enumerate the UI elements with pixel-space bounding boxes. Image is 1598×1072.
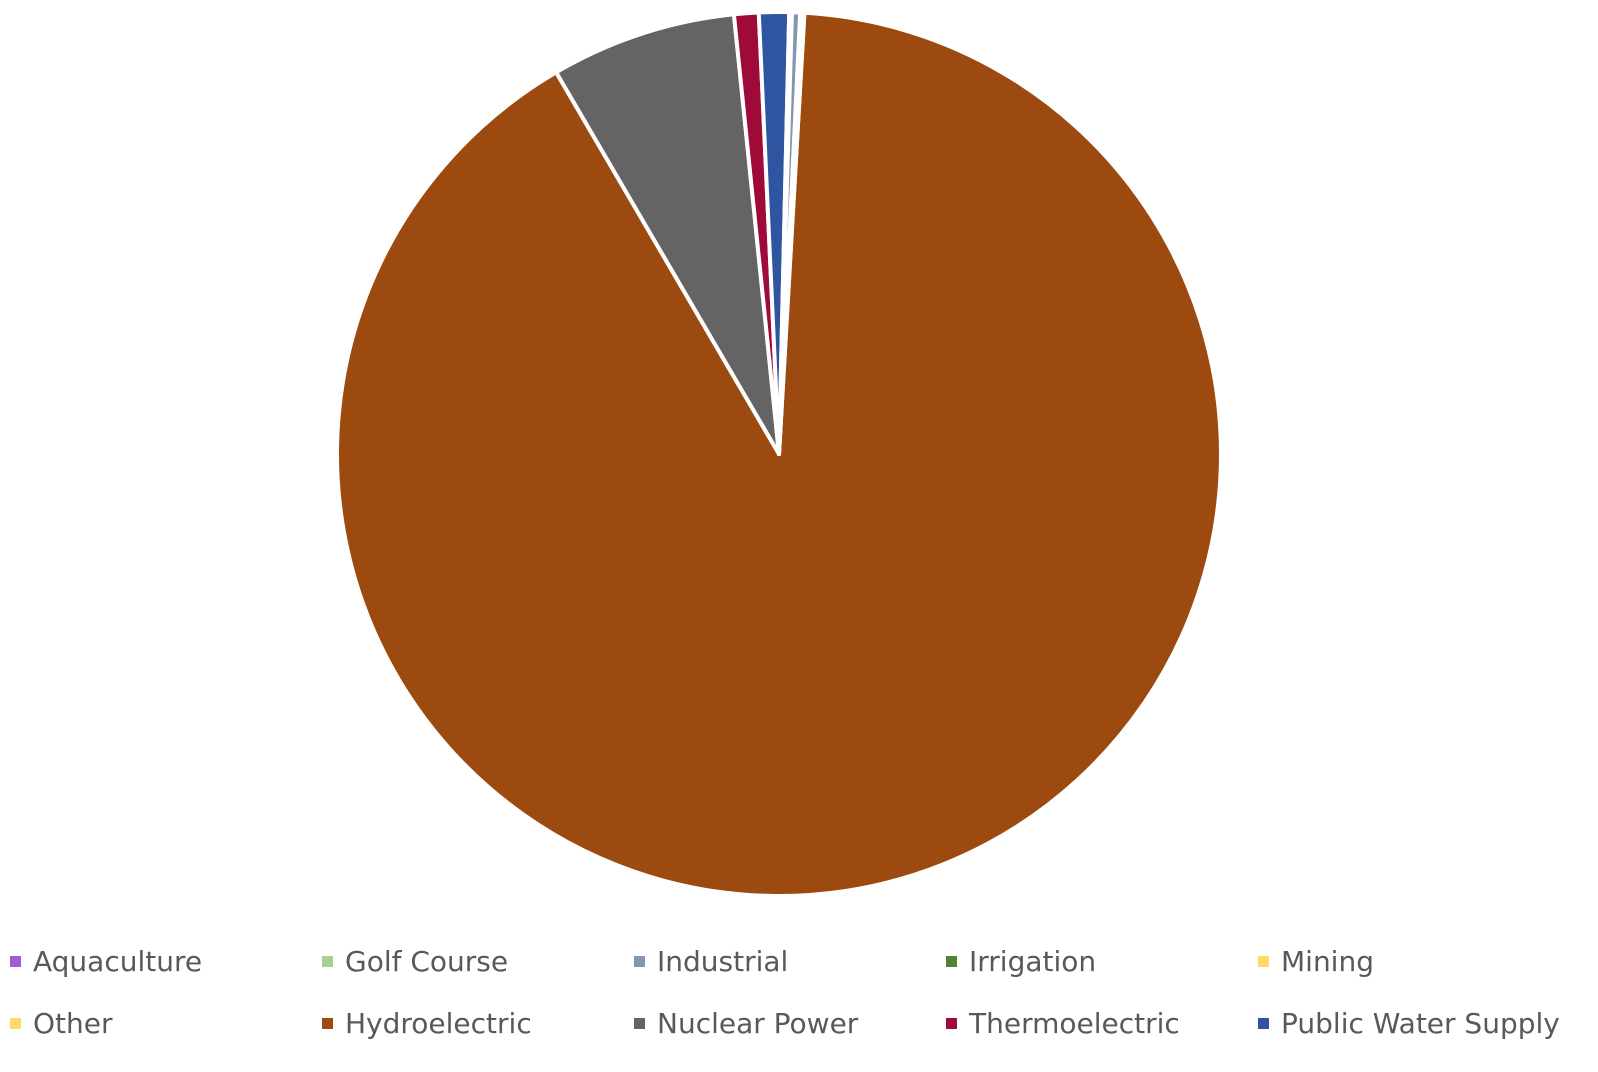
legend-label: Thermoelectric [969, 1007, 1180, 1040]
legend-item-nuclear-power: Nuclear Power [634, 1007, 858, 1040]
legend-label: Industrial [657, 945, 789, 978]
legend-item-other: Other [10, 1007, 113, 1040]
legend-label: Nuclear Power [657, 1007, 859, 1040]
legend-label: Aquaculture [33, 945, 203, 978]
legend-item-hydroelectric: Hydroelectric [322, 1007, 532, 1040]
legend-swatch [1258, 956, 1269, 967]
chart-legend: Aquaculture Golf Course Industrial Irrigati… [10, 945, 1590, 1070]
legend-label: Public Water Supply [1281, 1007, 1560, 1040]
pie-slice-other [777, 10, 807, 456]
legend-swatch [322, 1018, 333, 1029]
legend-label: Golf Course [345, 945, 509, 978]
legend-label: Irrigation [969, 945, 1097, 978]
pie-slices [335, 10, 1223, 898]
legend-item-thermoelectric: Thermoelectric [946, 1007, 1180, 1040]
legend-item-mining: Mining [1258, 945, 1374, 978]
legend-item-industrial: Industrial [634, 945, 788, 978]
legend-item-golf-course: Golf Course [322, 945, 508, 978]
legend-item-irrigation: Irrigation [946, 945, 1096, 978]
legend-swatch [322, 956, 333, 967]
legend-item-public-water-supply: Public Water Supply [1258, 1007, 1560, 1040]
legend-swatch [634, 1018, 645, 1029]
pie-slice-nuclear-power [554, 12, 781, 456]
legend-swatch [946, 1018, 957, 1029]
legend-label: Hydroelectric [345, 1007, 532, 1040]
legend-swatch [10, 956, 21, 967]
legend-swatch [1258, 1018, 1269, 1029]
legend-label: Mining [1281, 945, 1374, 978]
legend-label: Other [33, 1007, 113, 1040]
legend-item-aquaculture: Aquaculture [10, 945, 202, 978]
legend-swatch [10, 1018, 21, 1029]
legend-swatch [946, 956, 957, 967]
legend-swatch [634, 956, 645, 967]
